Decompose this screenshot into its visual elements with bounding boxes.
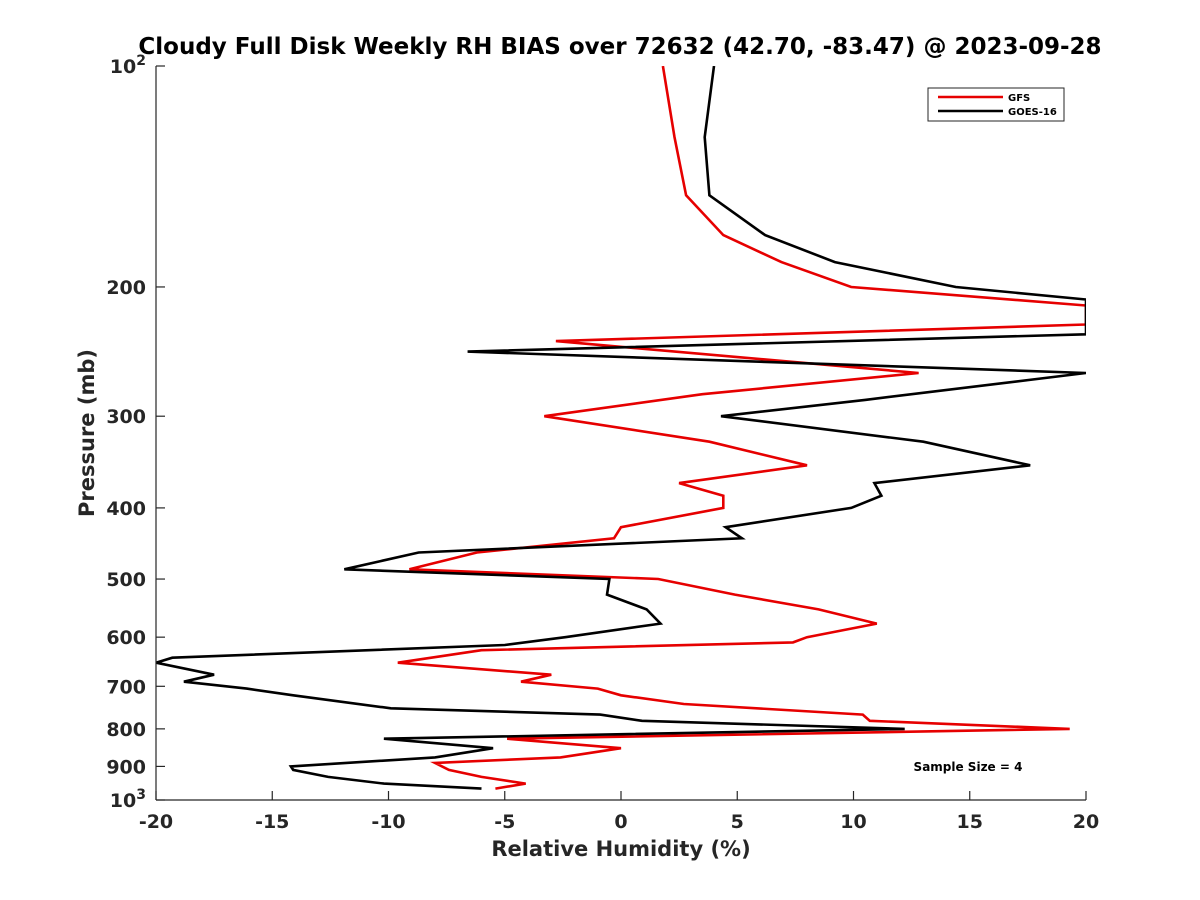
x-tick-label: 5 bbox=[731, 811, 744, 833]
sample-size-annotation: Sample Size = 4 bbox=[914, 760, 1023, 774]
y-tick-label: 600 bbox=[106, 627, 146, 649]
x-axis-ticks: -20 -15 -10 -5 0 5 10 15 20 bbox=[139, 791, 1099, 833]
legend-box bbox=[927, 87, 1065, 122]
chart-title: Cloudy Full Disk Weekly RH BIAS over 726… bbox=[138, 34, 1101, 60]
y-tick-label: 400 bbox=[106, 498, 146, 520]
y-tick-label: 700 bbox=[106, 676, 146, 698]
x-tick-label: -5 bbox=[494, 811, 515, 833]
y-axis-ticks: 102 200 300 400 500 600 700 800 900 103 bbox=[106, 53, 165, 812]
y-tick-label: 200 bbox=[106, 277, 146, 299]
x-tick-label: 20 bbox=[1073, 811, 1099, 833]
x-tick-label: -20 bbox=[139, 811, 173, 833]
y-tick-label: 103 bbox=[110, 787, 146, 812]
series-group bbox=[156, 66, 1086, 790]
x-tick-label: -15 bbox=[255, 811, 289, 833]
y-tick-label: 900 bbox=[106, 756, 146, 778]
x-tick-label: -10 bbox=[371, 811, 405, 833]
legend-label-goes-16: GOES-16 bbox=[1008, 107, 1057, 118]
series-line-gfs bbox=[397, 66, 1086, 790]
x-tick-label: 15 bbox=[957, 811, 983, 833]
y-tick-label: 500 bbox=[106, 569, 146, 591]
legend-label-gfs: GFS bbox=[1008, 93, 1030, 104]
y-tick-label: 300 bbox=[106, 406, 146, 428]
x-tick-label: 0 bbox=[614, 811, 627, 833]
y-tick-label: 800 bbox=[106, 719, 146, 741]
legend: GFS GOES-16 bbox=[927, 87, 1065, 122]
x-axis-label: Relative Humidity (%) bbox=[491, 837, 750, 861]
y-tick-label: 102 bbox=[110, 53, 146, 78]
x-tick-label: 10 bbox=[840, 811, 866, 833]
y-axis-label: Pressure (mb) bbox=[75, 349, 99, 517]
series-line-goes-16 bbox=[156, 66, 1086, 790]
